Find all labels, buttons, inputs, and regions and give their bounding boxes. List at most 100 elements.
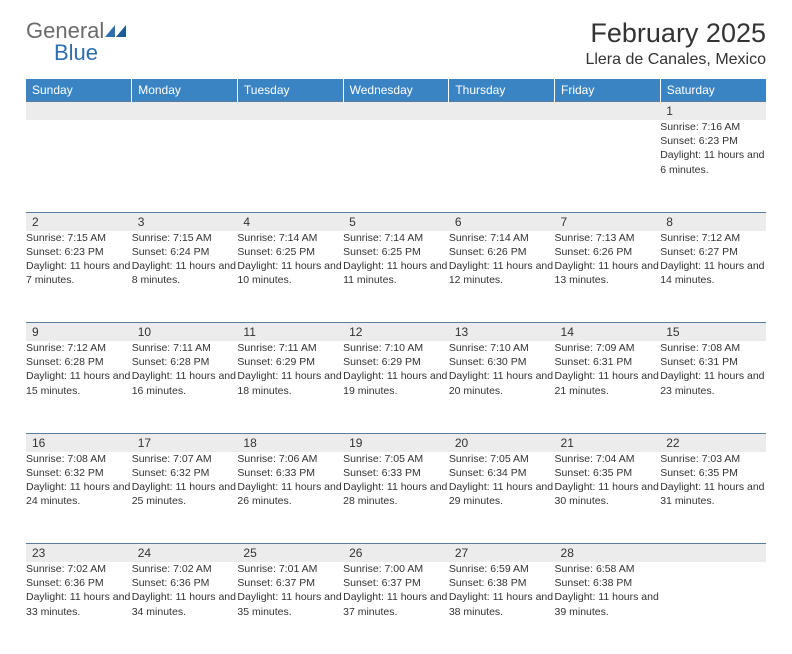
location-subtitle: Llera de Canales, Mexico (585, 51, 766, 69)
daylight-text: Daylight: 11 hours and 6 minutes. (660, 148, 766, 176)
weekday-header: Sunday (26, 79, 132, 102)
sunrise-text: Sunrise: 7:05 AM (343, 452, 449, 466)
day-number: 6 (449, 212, 555, 231)
weekday-header-row: Sunday Monday Tuesday Wednesday Thursday… (26, 79, 766, 102)
sunset-text: Sunset: 6:27 PM (660, 245, 766, 259)
day-cell: Sunrise: 7:03 AMSunset: 6:35 PMDaylight:… (660, 452, 766, 544)
day-cell: Sunrise: 7:06 AMSunset: 6:33 PMDaylight:… (237, 452, 343, 544)
sunset-text: Sunset: 6:34 PM (449, 466, 555, 480)
weekday-header: Wednesday (343, 79, 449, 102)
daylight-text: Daylight: 11 hours and 13 minutes. (555, 259, 661, 287)
daylight-text: Daylight: 11 hours and 14 minutes. (660, 259, 766, 287)
daylight-text: Daylight: 11 hours and 21 minutes. (555, 369, 661, 397)
day-number: 27 (449, 544, 555, 563)
daylight-text: Daylight: 11 hours and 35 minutes. (237, 590, 343, 618)
day-cell: Sunrise: 7:08 AMSunset: 6:31 PMDaylight:… (660, 341, 766, 433)
day-cell: Sunrise: 6:58 AMSunset: 6:38 PMDaylight:… (555, 562, 661, 654)
day-number (343, 102, 449, 121)
sunset-text: Sunset: 6:38 PM (449, 576, 555, 590)
day-cell: Sunrise: 7:05 AMSunset: 6:34 PMDaylight:… (449, 452, 555, 544)
sunrise-text: Sunrise: 6:58 AM (555, 562, 661, 576)
day-number: 18 (237, 433, 343, 452)
day-number: 26 (343, 544, 449, 563)
day-cell: Sunrise: 7:09 AMSunset: 6:31 PMDaylight:… (555, 341, 661, 433)
daylight-text: Daylight: 11 hours and 12 minutes. (449, 259, 555, 287)
sunrise-text: Sunrise: 7:03 AM (660, 452, 766, 466)
day-number: 10 (132, 323, 238, 342)
weekday-header: Thursday (449, 79, 555, 102)
day-number: 16 (26, 433, 132, 452)
sunrise-text: Sunrise: 7:08 AM (660, 341, 766, 355)
day-cell: Sunrise: 7:12 AMSunset: 6:28 PMDaylight:… (26, 341, 132, 433)
daylight-text: Daylight: 11 hours and 39 minutes. (555, 590, 661, 618)
sunset-text: Sunset: 6:31 PM (555, 355, 661, 369)
daylight-text: Daylight: 11 hours and 34 minutes. (132, 590, 238, 618)
day-number-row: 1 (26, 102, 766, 121)
sunset-text: Sunset: 6:36 PM (26, 576, 132, 590)
day-number: 13 (449, 323, 555, 342)
day-cell: Sunrise: 7:01 AMSunset: 6:37 PMDaylight:… (237, 562, 343, 654)
sunrise-text: Sunrise: 7:01 AM (237, 562, 343, 576)
day-cell (26, 120, 132, 212)
sunset-text: Sunset: 6:31 PM (660, 355, 766, 369)
day-cell (660, 562, 766, 654)
page-header: General Blue February 2025 Llera de Cana… (26, 18, 766, 69)
day-number: 17 (132, 433, 238, 452)
day-cell: Sunrise: 7:14 AMSunset: 6:25 PMDaylight:… (237, 231, 343, 323)
day-cell: Sunrise: 7:15 AMSunset: 6:23 PMDaylight:… (26, 231, 132, 323)
day-cell (449, 120, 555, 212)
day-number: 11 (237, 323, 343, 342)
daylight-text: Daylight: 11 hours and 19 minutes. (343, 369, 449, 397)
sunrise-text: Sunrise: 6:59 AM (449, 562, 555, 576)
day-cell: Sunrise: 7:04 AMSunset: 6:35 PMDaylight:… (555, 452, 661, 544)
day-cell: Sunrise: 7:00 AMSunset: 6:37 PMDaylight:… (343, 562, 449, 654)
daylight-text: Daylight: 11 hours and 30 minutes. (555, 480, 661, 508)
day-cell: Sunrise: 7:13 AMSunset: 6:26 PMDaylight:… (555, 231, 661, 323)
day-number: 12 (343, 323, 449, 342)
day-cell: Sunrise: 7:02 AMSunset: 6:36 PMDaylight:… (132, 562, 238, 654)
sunset-text: Sunset: 6:35 PM (555, 466, 661, 480)
day-number: 8 (660, 212, 766, 231)
day-cell: Sunrise: 6:59 AMSunset: 6:38 PMDaylight:… (449, 562, 555, 654)
calendar-table: Sunday Monday Tuesday Wednesday Thursday… (26, 79, 766, 654)
sunrise-text: Sunrise: 7:15 AM (26, 231, 132, 245)
sunset-text: Sunset: 6:30 PM (449, 355, 555, 369)
day-cell (132, 120, 238, 212)
day-number: 23 (26, 544, 132, 563)
brand-mark-icon (104, 22, 128, 40)
weekday-header: Tuesday (237, 79, 343, 102)
sunrise-text: Sunrise: 7:08 AM (26, 452, 132, 466)
day-cell: Sunrise: 7:05 AMSunset: 6:33 PMDaylight:… (343, 452, 449, 544)
day-number: 14 (555, 323, 661, 342)
sunrise-text: Sunrise: 7:14 AM (449, 231, 555, 245)
daylight-text: Daylight: 11 hours and 29 minutes. (449, 480, 555, 508)
day-number: 19 (343, 433, 449, 452)
day-number: 1 (660, 102, 766, 121)
day-number: 22 (660, 433, 766, 452)
sunrise-text: Sunrise: 7:00 AM (343, 562, 449, 576)
sunrise-text: Sunrise: 7:12 AM (660, 231, 766, 245)
day-number: 3 (132, 212, 238, 231)
day-number: 28 (555, 544, 661, 563)
sunrise-text: Sunrise: 7:02 AM (26, 562, 132, 576)
sunset-text: Sunset: 6:23 PM (26, 245, 132, 259)
logo-text-block: General Blue (26, 18, 128, 66)
daylight-text: Daylight: 11 hours and 37 minutes. (343, 590, 449, 618)
sunset-text: Sunset: 6:26 PM (555, 245, 661, 259)
sunrise-text: Sunrise: 7:02 AM (132, 562, 238, 576)
day-number (132, 102, 238, 121)
brand-logo: General Blue (26, 18, 128, 66)
brand-part2: Blue (54, 40, 128, 66)
day-cell: Sunrise: 7:10 AMSunset: 6:29 PMDaylight:… (343, 341, 449, 433)
day-number-row: 2345678 (26, 212, 766, 231)
daylight-text: Daylight: 11 hours and 23 minutes. (660, 369, 766, 397)
daylight-text: Daylight: 11 hours and 16 minutes. (132, 369, 238, 397)
sunrise-text: Sunrise: 7:06 AM (237, 452, 343, 466)
sunrise-text: Sunrise: 7:11 AM (132, 341, 238, 355)
sunrise-text: Sunrise: 7:14 AM (343, 231, 449, 245)
sunrise-text: Sunrise: 7:16 AM (660, 120, 766, 134)
day-cell (343, 120, 449, 212)
sunset-text: Sunset: 6:24 PM (132, 245, 238, 259)
daylight-text: Daylight: 11 hours and 26 minutes. (237, 480, 343, 508)
sunrise-text: Sunrise: 7:12 AM (26, 341, 132, 355)
